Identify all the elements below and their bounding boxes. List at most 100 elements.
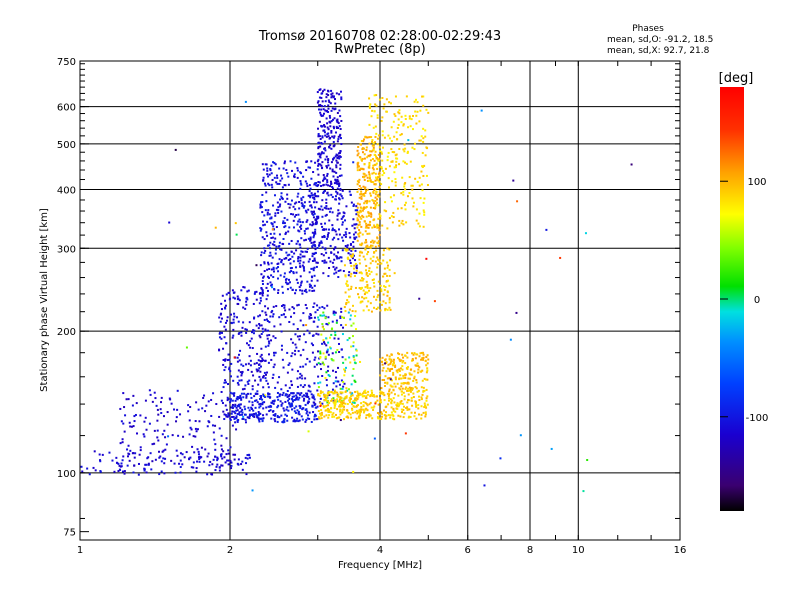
scatter-point [266, 211, 269, 214]
scatter-point [294, 333, 297, 336]
scatter-point [218, 466, 221, 469]
scatter-point [211, 424, 214, 427]
scatter-point [353, 274, 356, 277]
scatter-point [264, 311, 267, 314]
scatter-point [258, 324, 261, 327]
scatter-point [382, 393, 385, 396]
scatter-point [368, 289, 371, 292]
scatter-point [392, 358, 395, 361]
scatter-point [368, 200, 371, 203]
scatter-point [326, 304, 329, 307]
scatter-point [306, 250, 309, 253]
scatter-point [372, 241, 375, 244]
scatter-point [357, 392, 360, 395]
scatter-point [305, 160, 308, 163]
scatter-point [371, 278, 374, 281]
scatter-point [365, 305, 368, 308]
scatter-point [299, 259, 302, 262]
scatter-point [194, 435, 197, 438]
scatter-point [325, 207, 328, 210]
scatter-point [259, 336, 262, 339]
scatter-point [413, 370, 416, 373]
scatter-point [311, 245, 314, 248]
scatter-point [223, 381, 226, 384]
scatter-point [422, 358, 425, 361]
scatter-point [354, 390, 357, 393]
scatter-point [328, 210, 331, 213]
scatter-point [335, 319, 338, 322]
scatter-point [200, 446, 203, 449]
scatter-point [378, 157, 381, 160]
scatter-point [266, 173, 269, 176]
scatter-point [364, 135, 367, 138]
scatter-point [314, 356, 317, 359]
scatter-point [323, 129, 326, 132]
scatter-point [226, 359, 229, 362]
scatter-point [133, 456, 136, 459]
scatter-point [313, 415, 316, 418]
scatter-point [322, 179, 325, 182]
scatter-point [393, 418, 396, 421]
scatter-point [339, 163, 342, 166]
scatter-point [323, 399, 326, 402]
scatter-point [117, 470, 120, 473]
scatter-point [283, 304, 286, 307]
scatter-point [366, 283, 369, 286]
scatter-point [341, 249, 344, 252]
scatter-point [313, 196, 316, 199]
scatter-point [286, 406, 289, 409]
scatter-point [80, 465, 83, 468]
scatter-point [361, 157, 364, 160]
scatter-point [352, 267, 355, 270]
scatter-point [225, 342, 228, 345]
scatter-point [317, 244, 320, 247]
scatter-point [364, 241, 367, 244]
scatter-point [318, 394, 321, 397]
scatter-point [388, 165, 391, 168]
scatter-point [384, 309, 387, 312]
scatter-point [313, 274, 316, 277]
scatter-point [314, 251, 317, 254]
scatter-point [121, 441, 124, 444]
scatter-point [315, 265, 318, 268]
scatter-point [232, 291, 235, 294]
scatter-point [356, 209, 359, 212]
scatter-point [239, 403, 242, 406]
scatter-point [378, 226, 381, 229]
scatter-point [413, 148, 416, 151]
scatter-point [319, 397, 322, 400]
scatter-point [313, 244, 316, 247]
scatter-point [340, 96, 343, 99]
scatter-point [357, 181, 360, 184]
scatter-point [392, 211, 395, 214]
scatter-point [398, 112, 401, 115]
scatter-point [404, 362, 407, 365]
scatter-point [339, 150, 342, 153]
scatter-point [402, 381, 405, 384]
scatter-point [373, 159, 376, 162]
scatter-point [369, 257, 372, 260]
scatter-point [374, 176, 377, 179]
scatter-point [284, 281, 287, 284]
scatter-point [300, 237, 303, 240]
scatter-point [364, 186, 367, 189]
scatter-point [330, 96, 333, 99]
scatter-point [220, 455, 223, 458]
scatter-point [230, 461, 233, 464]
scatter-point [380, 401, 383, 404]
scatter-point [272, 270, 275, 273]
scatter-point [296, 377, 299, 380]
scatter-point [282, 391, 285, 394]
scatter-point [377, 172, 380, 175]
scatter-point [391, 367, 394, 370]
scatter-point [392, 388, 395, 391]
scatter-point [390, 360, 393, 363]
scatter-point [269, 409, 272, 412]
scatter-point [321, 208, 324, 211]
scatter-point [230, 375, 233, 378]
scatter-point [255, 324, 258, 327]
scatter-point [317, 180, 320, 183]
scatter-point [341, 216, 344, 219]
scatter-point [331, 186, 334, 189]
scatter-point [347, 274, 350, 277]
